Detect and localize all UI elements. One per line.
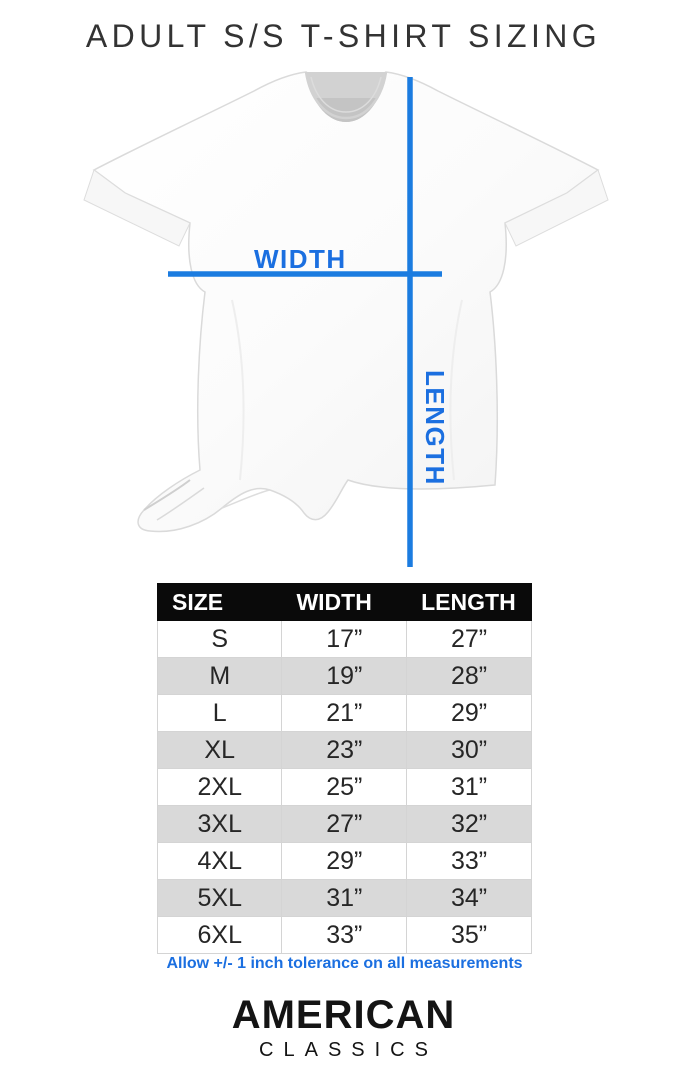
svg-text:WIDTH: WIDTH <box>254 244 347 274</box>
svg-text:LENGTH: LENGTH <box>420 370 450 486</box>
